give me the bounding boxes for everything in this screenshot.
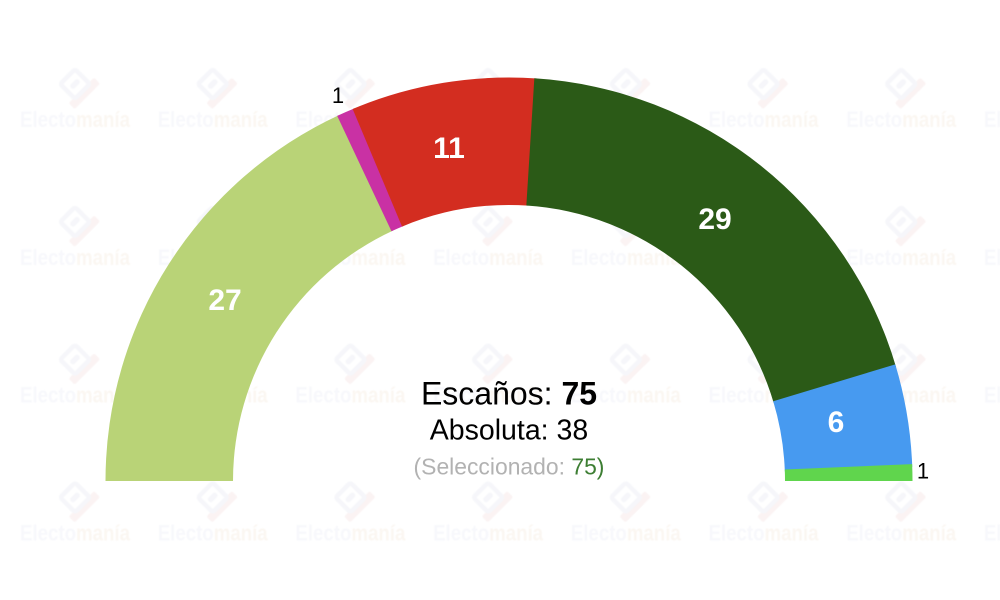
svg-text:6: 6 — [828, 406, 845, 439]
svg-text:11: 11 — [433, 132, 465, 165]
svg-text:1: 1 — [332, 83, 344, 108]
svg-text:Escaños: 75: Escaños: 75 — [421, 376, 597, 412]
svg-text:Absoluta: 38: Absoluta: 38 — [430, 414, 588, 446]
svg-text:1: 1 — [917, 459, 929, 484]
svg-text:(Seleccionado: 75): (Seleccionado: 75) — [414, 454, 605, 480]
svg-text:29: 29 — [698, 203, 731, 236]
svg-text:27: 27 — [208, 284, 241, 317]
